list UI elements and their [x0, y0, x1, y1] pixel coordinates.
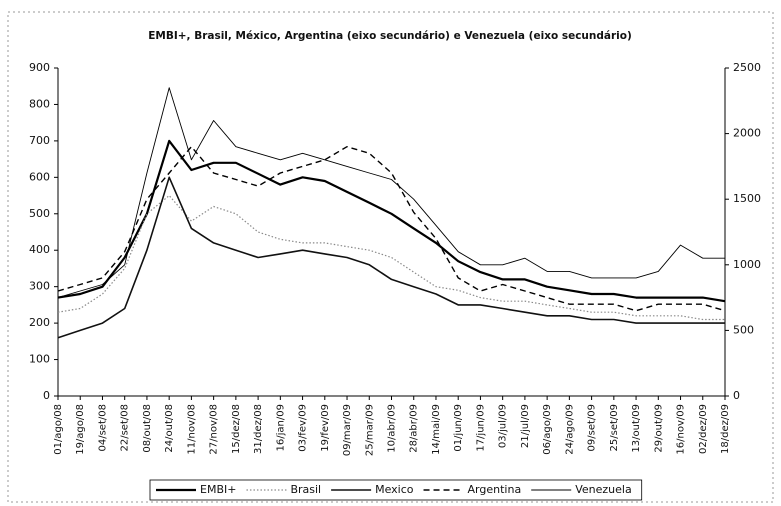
chart-title: EMBI+, Brasil, México, Argentina (eixo s…: [148, 30, 632, 42]
y-tick-label: 700: [29, 134, 50, 147]
legend-label: EMBI+: [200, 483, 236, 496]
y-tick-label: 600: [29, 170, 50, 183]
x-tick-label: 06/ago/09: [542, 404, 553, 455]
x-tick-label: 21/jul/09: [520, 404, 531, 448]
series-line: [57, 139, 726, 303]
x-tick-label: 25/set/09: [609, 404, 620, 451]
y-tick-label: 400: [29, 243, 50, 256]
series-line: [57, 146, 726, 312]
x-tick-label: 01/jun/09: [453, 404, 464, 452]
x-tick-label: 17/jun/09: [475, 404, 486, 452]
y2-tick-label: 500: [733, 323, 754, 336]
legend-label: Brasil: [290, 483, 321, 496]
x-tick-label: 10/abr/09: [387, 404, 398, 453]
series-line: [57, 176, 725, 339]
x-tick-label: 25/mar/09: [364, 404, 375, 456]
x-tick-label: 11/nov/08: [186, 404, 197, 455]
x-tick-label: 14/mai/09: [431, 404, 442, 455]
x-tick-label: 09/set/09: [587, 404, 598, 451]
legend-label: Venezuela: [575, 483, 632, 496]
x-tick-label: 08/out/08: [142, 404, 153, 453]
x-tick-label: 03/fev/09: [298, 404, 309, 452]
x-tick-label: 19/fev/09: [320, 404, 331, 452]
x-tick-label: 01/ago/08: [53, 404, 64, 455]
x-tick-label: 13/out/09: [631, 404, 642, 453]
x-tick-label: 27/nov/08: [209, 404, 220, 455]
y-tick-label: 900: [29, 61, 50, 74]
y2-tick-label: 2500: [733, 61, 761, 74]
series-line: [57, 87, 725, 299]
y-tick-label: 200: [29, 316, 50, 329]
x-tick-label: 24/out/08: [164, 404, 175, 453]
legend-label: Mexico: [375, 483, 414, 496]
x-tick-label: 22/set/08: [120, 404, 131, 451]
y-tick-label: 500: [29, 207, 50, 220]
x-tick-label: 18/dez/09: [720, 404, 731, 454]
y2-tick-label: 1000: [733, 258, 761, 271]
x-tick-label: 03/jul/09: [498, 404, 509, 448]
x-tick-label: 09/mar/09: [342, 404, 353, 456]
x-tick-label: 02/dez/09: [698, 404, 709, 454]
chart-border: [7, 11, 774, 503]
y2-tick-label: 1500: [733, 192, 761, 205]
x-tick-label: 28/abr/09: [409, 404, 420, 453]
y-tick-label: 800: [29, 97, 50, 110]
y-tick-label: 100: [29, 353, 50, 366]
x-tick-label: 04/set/08: [97, 404, 108, 451]
legend-label: Argentina: [468, 483, 522, 496]
x-tick-label: 31/dez/08: [253, 404, 264, 454]
x-tick-label: 29/out/09: [653, 404, 664, 453]
y-tick-label: 300: [29, 280, 50, 293]
x-tick-label: 19/ago/08: [75, 404, 86, 455]
legend-box: [149, 479, 643, 501]
y2-tick-label: 0: [733, 389, 740, 402]
y2-tick-label: 2000: [733, 127, 761, 140]
y-tick-label: 0: [43, 389, 50, 402]
x-tick-label: 16/jan/09: [275, 404, 286, 451]
x-tick-label: 15/dez/08: [231, 404, 242, 454]
x-tick-label: 24/ago/09: [564, 404, 575, 455]
x-tick-label: 16/nov/09: [676, 404, 687, 455]
